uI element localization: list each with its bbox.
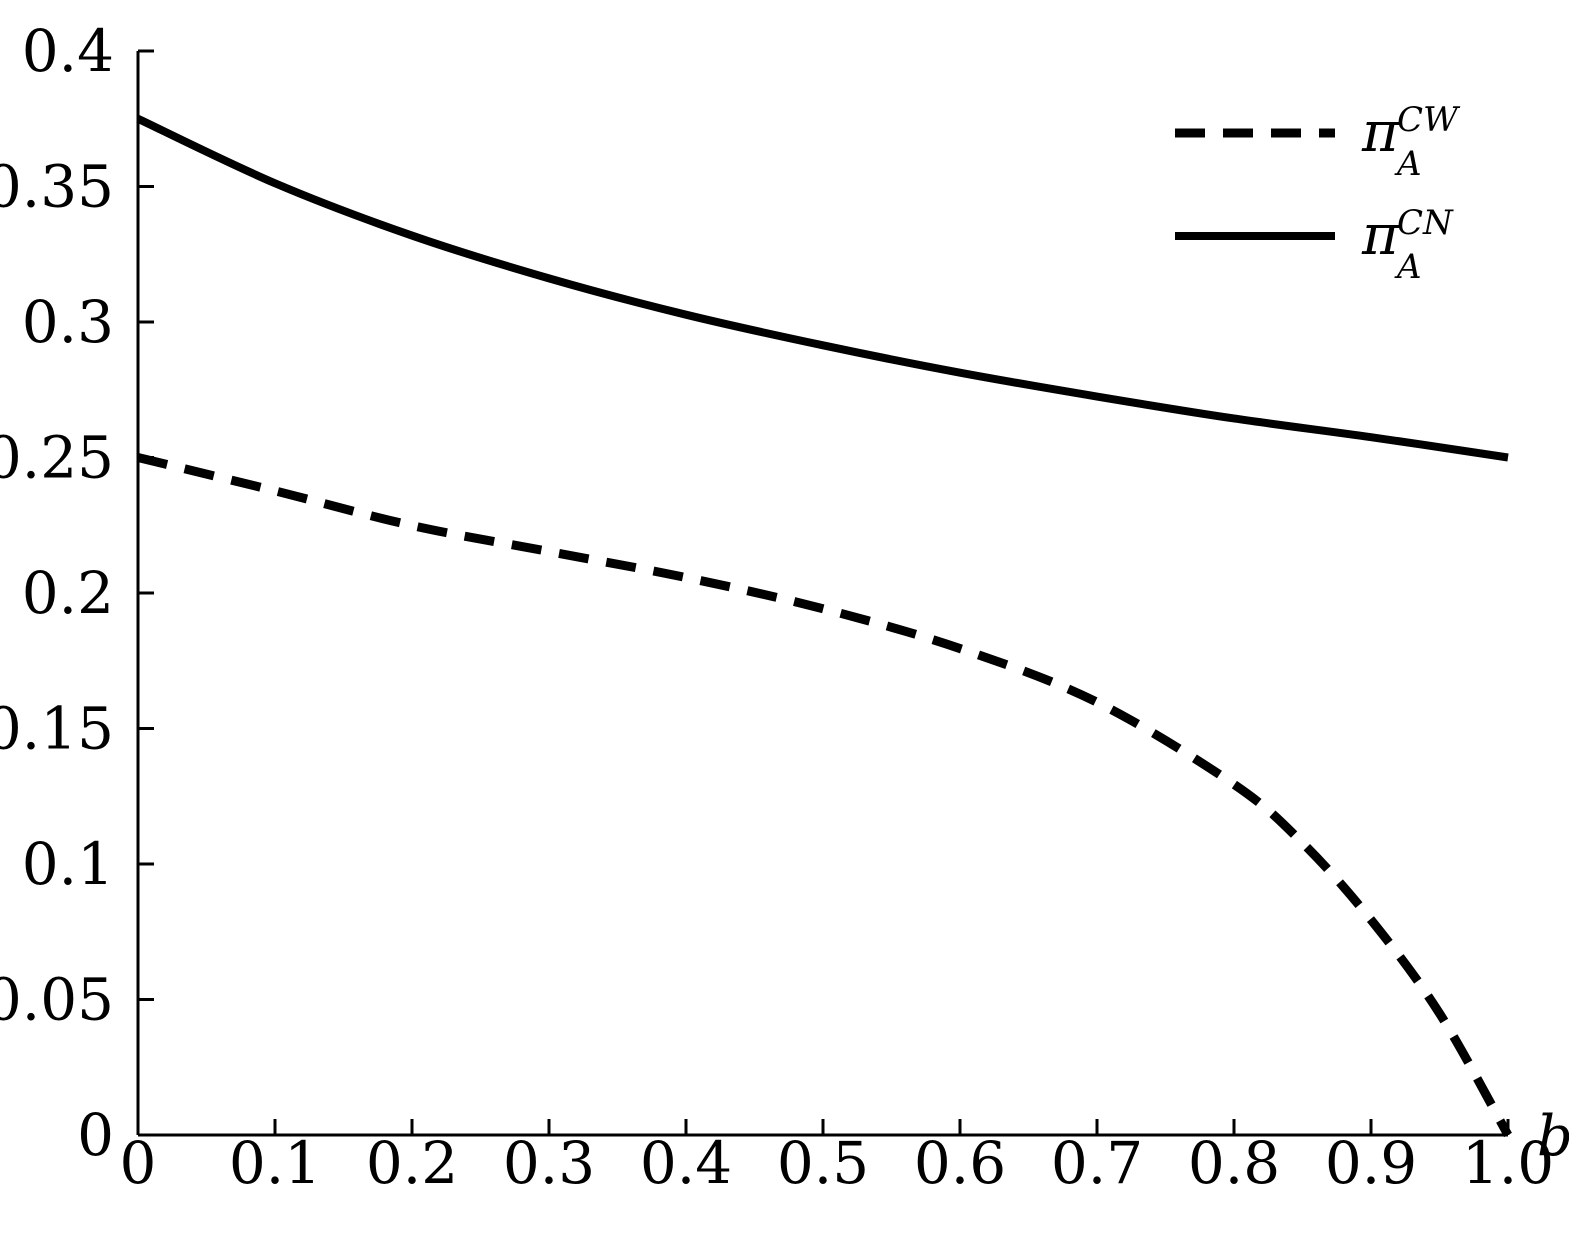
y-tick-label: 0.05 xyxy=(0,966,114,1034)
x-tick-label: 0.7 xyxy=(1051,1129,1143,1197)
series-line-1 xyxy=(136,115,1509,462)
x-tick-label: 0.5 xyxy=(777,1129,869,1197)
x-tick-label: 0.4 xyxy=(640,1129,732,1197)
x-tick-label: 1.0 xyxy=(1462,1129,1554,1197)
y-tick-label: 0.1 xyxy=(22,830,114,898)
y-tick-label: 0.35 xyxy=(0,153,114,221)
y-tick-label: 0 xyxy=(77,1101,114,1169)
x-axis-label: b xyxy=(1537,1104,1569,1169)
x-tick-label: 0 xyxy=(120,1129,157,1197)
legend-label-main: π xyxy=(1361,100,1400,165)
x-tick-label: 0.9 xyxy=(1325,1129,1417,1197)
legend-label-superscript: CW xyxy=(1397,100,1461,140)
y-tick-label: 0.2 xyxy=(22,559,114,627)
y-tick-label: 0.3 xyxy=(22,288,114,356)
legend-label-superscript: CN xyxy=(1397,203,1454,243)
series-layer xyxy=(136,115,1512,1138)
y-tick-label: 0.25 xyxy=(0,424,114,492)
x-tick-label: 0.8 xyxy=(1188,1129,1280,1197)
x-tick-label: 0.6 xyxy=(914,1129,1006,1197)
legend-label-main: π xyxy=(1361,203,1400,268)
y-tick-label: 0.15 xyxy=(0,695,114,763)
y-tick-label: 0.4 xyxy=(22,17,114,85)
x-tick-label: 0.3 xyxy=(503,1129,595,1197)
x-tick-label: 0.2 xyxy=(366,1129,458,1197)
x-tick-label: 0.1 xyxy=(229,1129,321,1197)
legend-label-subscript: A xyxy=(1394,247,1422,287)
ticks: 0 0.1 0.2 0.3 0.4 0.5 0.6 0.7 0.8 0.9 1.0 0 0.05 0.1 0… xyxy=(0,17,1554,1197)
series-line-0 xyxy=(136,453,1512,1138)
legend-label-subscript: A xyxy=(1394,144,1422,184)
